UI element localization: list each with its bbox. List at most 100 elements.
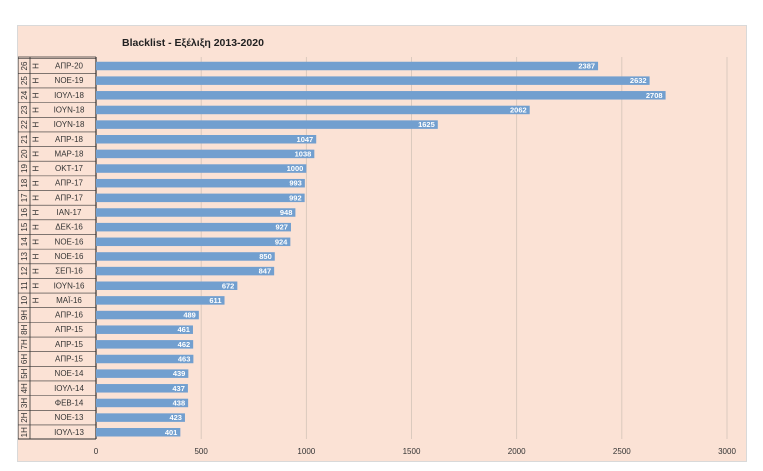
data-label: 611 [209,296,221,305]
category-label: ΙΑΝ-17 [57,208,82,217]
bar [96,208,296,217]
sub-label: Η [32,283,41,289]
sub-label: Η [32,63,41,69]
category-label: ΑΠΡ-18 [55,135,84,144]
chart-area: Blacklist - Εξέλιξη 2013-2020 0 500 1000 15… [17,25,747,462]
category-label: ΣΕΠ-16 [55,267,83,276]
category-label: ΟΚΤ-17 [55,164,84,173]
bar [96,340,194,349]
category-label: ΙΟΥΛ-18 [54,91,84,100]
x-tick-label: 3000 [718,447,736,456]
sub-label: Η [32,195,41,201]
sub-label: Η [32,224,41,230]
data-label: 1625 [418,120,435,129]
x-tick-label: 2500 [613,447,631,456]
bar [96,135,317,144]
sub-label: Η [32,209,41,215]
data-label: 1038 [295,149,312,158]
data-label: 993 [289,179,302,188]
category-label: ΑΠΡ-17 [55,179,84,188]
data-label: 847 [259,267,272,276]
group-label: 12 [20,266,29,275]
data-label: 489 [183,311,196,320]
category-label: ΝΟΕ-19 [55,76,84,85]
category-label: ΙΟΥΝ-18 [54,105,85,114]
group-label: 10 [20,295,29,304]
sub-label: Η [32,268,41,274]
x-tick-label: 0 [94,447,99,456]
bar [96,296,225,305]
category-label: ΝΟΕ-16 [55,252,84,261]
bar [96,428,181,437]
bar [96,178,305,188]
category-label: ΦΕΒ-14 [55,398,84,407]
bar [96,105,530,115]
data-label: 672 [222,281,235,290]
group-label: 17 [20,193,29,202]
bar [96,281,238,290]
category-label: ΜΑΪ-16 [56,296,82,305]
bar [96,61,599,71]
group-label: 5Η [20,368,29,378]
category-label: ΙΟΥΝ-16 [54,281,85,290]
sub-label: Η [32,136,41,142]
category-label: ΔΕΚ-16 [55,223,83,232]
group-label: 13 [20,251,29,260]
bar [96,384,188,393]
data-label: 1000 [287,164,304,173]
sub-label: Η [32,297,41,303]
group-label: 25 [20,76,29,85]
category-label: ΝΟΕ-14 [55,369,84,378]
bar [96,413,185,422]
data-label: 2387 [578,62,595,71]
bar [96,252,275,261]
category-label: ΑΠΡ-17 [55,193,84,202]
data-label: 462 [178,340,191,349]
category-label: ΙΟΥΛ-14 [54,384,84,393]
group-label: 19 [20,164,29,173]
sub-label: Η [32,253,41,259]
group-label: 3Η [20,398,29,408]
bar-chart: Blacklist - Εξέλιξη 2013-2020 0 500 1000 15… [18,37,736,456]
category-label: ΑΠΡ-15 [55,355,84,364]
group-label: 24 [20,90,29,99]
category-label: ΜΑΡ-18 [55,149,84,158]
bar [96,164,307,173]
bar [96,193,305,203]
bar [96,310,199,320]
data-label: 850 [259,252,272,261]
sub-label: Η [32,107,41,113]
group-label: 15 [20,222,29,231]
data-label: 463 [178,355,191,364]
bar [96,76,650,85]
x-tick-label: 500 [194,447,208,456]
data-label: 924 [275,237,288,246]
category-label: ΝΟΕ-16 [55,237,84,246]
bar [96,325,193,334]
group-label: 7Η [20,339,29,349]
data-label: 461 [177,325,190,334]
sub-label: Η [32,239,41,245]
bar [96,398,189,408]
sub-label: Η [32,92,41,98]
group-label: 20 [20,149,29,158]
group-label: 8Η [20,324,29,334]
data-label: 2708 [646,91,663,100]
data-label: 438 [173,398,186,407]
group-label: 16 [20,208,29,217]
category-label: ΝΟΕ-13 [55,413,84,422]
data-label: 439 [173,369,186,378]
category-label: ΑΠΡ-15 [55,340,84,349]
group-label: 11 [20,281,29,290]
data-label: 927 [275,223,288,232]
category-label: ΑΠΡ-15 [55,325,84,334]
group-label: 6Η [20,354,29,364]
data-label: 423 [169,413,182,422]
group-label: 18 [20,178,29,187]
bar [96,120,438,129]
bar [96,369,189,378]
bar [96,91,666,100]
data-label: 401 [165,428,178,437]
group-label: 4Η [20,383,29,393]
data-label: 948 [280,208,293,217]
